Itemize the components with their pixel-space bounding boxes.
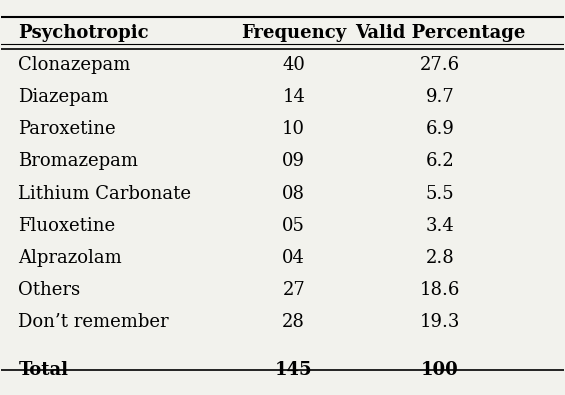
Text: 40: 40 <box>282 56 305 74</box>
Text: 27: 27 <box>282 281 305 299</box>
Text: Others: Others <box>18 281 80 299</box>
Text: Don’t remember: Don’t remember <box>18 313 169 331</box>
Text: Lithium Carbonate: Lithium Carbonate <box>18 184 192 203</box>
Text: 5.5: 5.5 <box>425 184 454 203</box>
Text: Total: Total <box>18 361 68 379</box>
Text: 2.8: 2.8 <box>425 249 454 267</box>
Text: 18.6: 18.6 <box>420 281 460 299</box>
Text: 19.3: 19.3 <box>420 313 460 331</box>
Text: Frequency: Frequency <box>241 24 346 42</box>
Text: 04: 04 <box>282 249 305 267</box>
Text: 6.9: 6.9 <box>425 120 454 138</box>
Text: Diazepam: Diazepam <box>18 88 108 106</box>
Text: Clonazepam: Clonazepam <box>18 56 131 74</box>
Text: Psychotropic: Psychotropic <box>18 24 149 42</box>
Text: 145: 145 <box>275 361 312 379</box>
Text: 27.6: 27.6 <box>420 56 460 74</box>
Text: 14: 14 <box>282 88 305 106</box>
Text: 05: 05 <box>282 217 305 235</box>
Text: Fluoxetine: Fluoxetine <box>18 217 115 235</box>
Text: 3.4: 3.4 <box>425 217 454 235</box>
Text: 100: 100 <box>421 361 459 379</box>
Text: 10: 10 <box>282 120 305 138</box>
Text: Paroxetine: Paroxetine <box>18 120 116 138</box>
Text: Valid Percentage: Valid Percentage <box>355 24 525 42</box>
Text: 08: 08 <box>282 184 305 203</box>
Text: 6.2: 6.2 <box>425 152 454 171</box>
Text: 9.7: 9.7 <box>425 88 454 106</box>
Text: 09: 09 <box>282 152 305 171</box>
Text: Alprazolam: Alprazolam <box>18 249 122 267</box>
Text: Bromazepam: Bromazepam <box>18 152 138 171</box>
Text: 28: 28 <box>282 313 305 331</box>
